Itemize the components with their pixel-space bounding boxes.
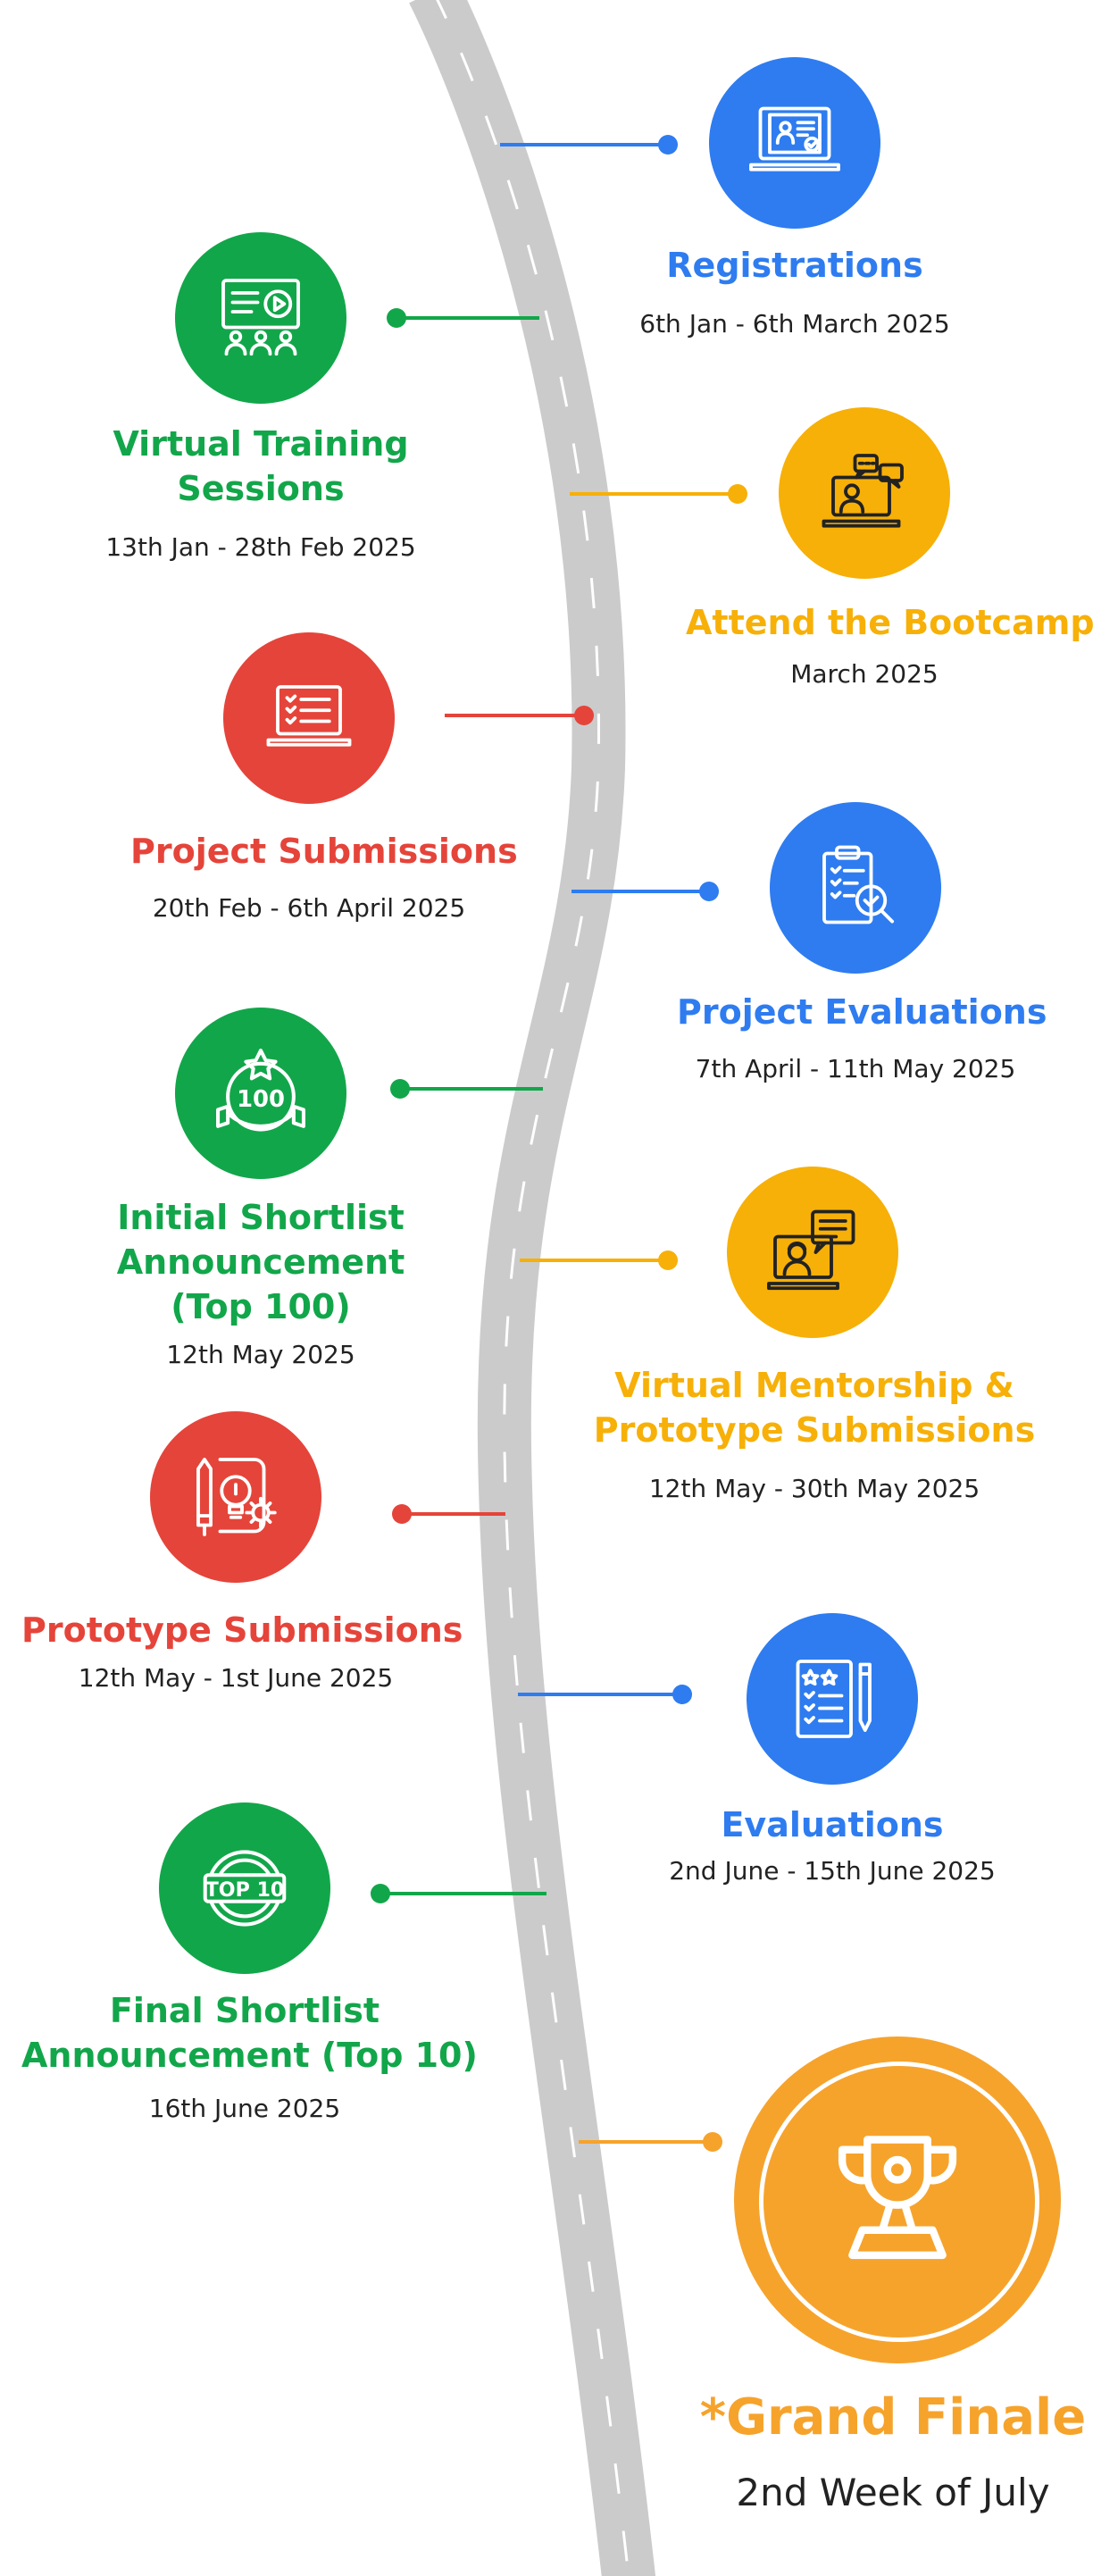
connector-dot [574, 706, 594, 725]
connector-dot [658, 135, 678, 155]
connector-dot [658, 1250, 678, 1270]
connector-dot [390, 1079, 410, 1099]
connector-dot [672, 1685, 692, 1704]
road-surface [409, 0, 656, 2576]
connector-dot [699, 882, 719, 901]
connector-lines [371, 135, 747, 2152]
connector-dot [703, 2132, 722, 2152]
road-center-dash [436, 0, 630, 2576]
connector-dot [728, 484, 747, 504]
connector-dot [371, 1884, 390, 1903]
connector-dot [387, 308, 406, 328]
connector-dot [392, 1504, 412, 1524]
